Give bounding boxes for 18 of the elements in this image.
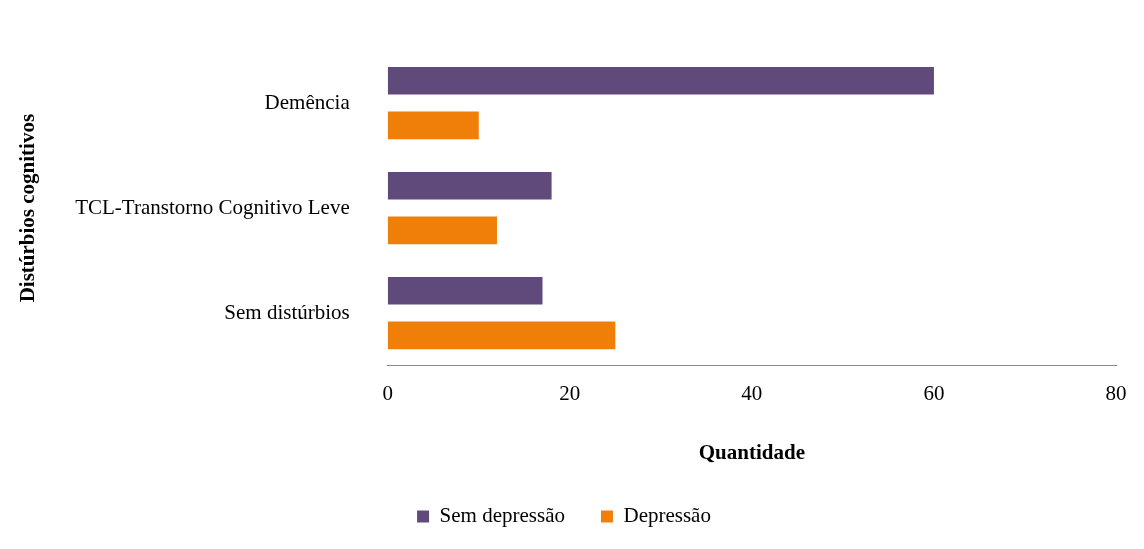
legend-label: Sem depressão (439, 503, 565, 528)
bar (387, 171, 552, 200)
y-tick-label: Demência (264, 89, 351, 114)
x-tick-label: 20 (559, 380, 581, 405)
bar (387, 216, 497, 245)
legend-label: Depressão (623, 503, 711, 528)
bar (387, 111, 479, 140)
x-tick-label: 80 (1105, 380, 1127, 405)
bar (387, 66, 934, 95)
x-tick-label: 40 (741, 380, 763, 405)
x-axis-title: Quantidade (698, 439, 805, 464)
y-tick-label: TCL-Transtorno Cognitivo Leve (75, 194, 350, 219)
bar (387, 276, 543, 305)
x-tick-label: 0 (382, 380, 393, 405)
y-axis-title: Distúrbios cognitivos (15, 113, 40, 303)
y-tick-label: Sem distúrbios (224, 299, 350, 324)
bar (387, 321, 616, 350)
x-tick-label: 60 (923, 380, 945, 405)
